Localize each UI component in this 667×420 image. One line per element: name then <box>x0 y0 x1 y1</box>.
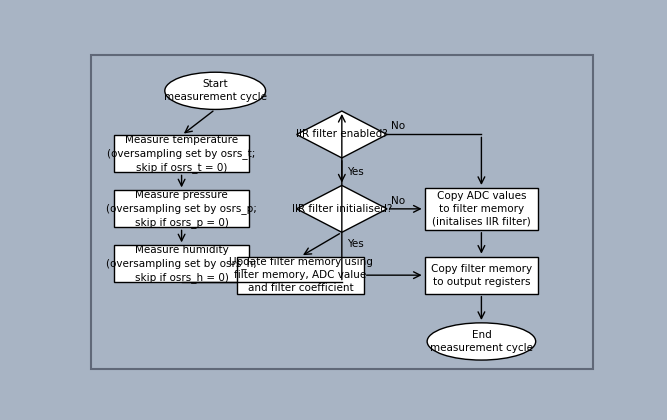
Text: Yes: Yes <box>347 239 364 249</box>
Text: No: No <box>392 121 406 131</box>
Ellipse shape <box>427 323 536 360</box>
Text: Start
measurement cycle: Start measurement cycle <box>163 79 267 102</box>
Text: IIR filter enabled?: IIR filter enabled? <box>296 129 388 139</box>
Polygon shape <box>297 111 387 158</box>
Text: No: No <box>392 196 406 206</box>
Text: End
measurement cycle: End measurement cycle <box>430 330 533 353</box>
FancyBboxPatch shape <box>115 190 249 228</box>
Text: Measure pressure
(oversampling set by osrs_p;
skip if osrs_p = 0): Measure pressure (oversampling set by os… <box>106 190 257 228</box>
Text: Measure temperature
(oversampling set by osrs_t;
skip if osrs_t = 0): Measure temperature (oversampling set by… <box>107 135 255 173</box>
FancyBboxPatch shape <box>115 245 249 282</box>
Text: Copy filter memory
to output registers: Copy filter memory to output registers <box>431 264 532 286</box>
FancyBboxPatch shape <box>425 257 538 294</box>
Text: Yes: Yes <box>347 167 364 177</box>
Ellipse shape <box>165 72 265 110</box>
Text: IIR filter initialised?: IIR filter initialised? <box>291 204 392 214</box>
FancyBboxPatch shape <box>237 257 364 294</box>
Polygon shape <box>297 185 387 232</box>
FancyBboxPatch shape <box>115 135 249 173</box>
Text: Update filter memory using
filter memory, ADC value
and filter coefficient: Update filter memory using filter memory… <box>229 257 372 293</box>
Text: Measure humidity
(oversampling set by osrs_h;
skip if osrs_h = 0): Measure humidity (oversampling set by os… <box>106 245 257 283</box>
Text: Copy ADC values
to filter memory
(initalises IIR filter): Copy ADC values to filter memory (inital… <box>432 191 531 227</box>
FancyBboxPatch shape <box>425 188 538 230</box>
